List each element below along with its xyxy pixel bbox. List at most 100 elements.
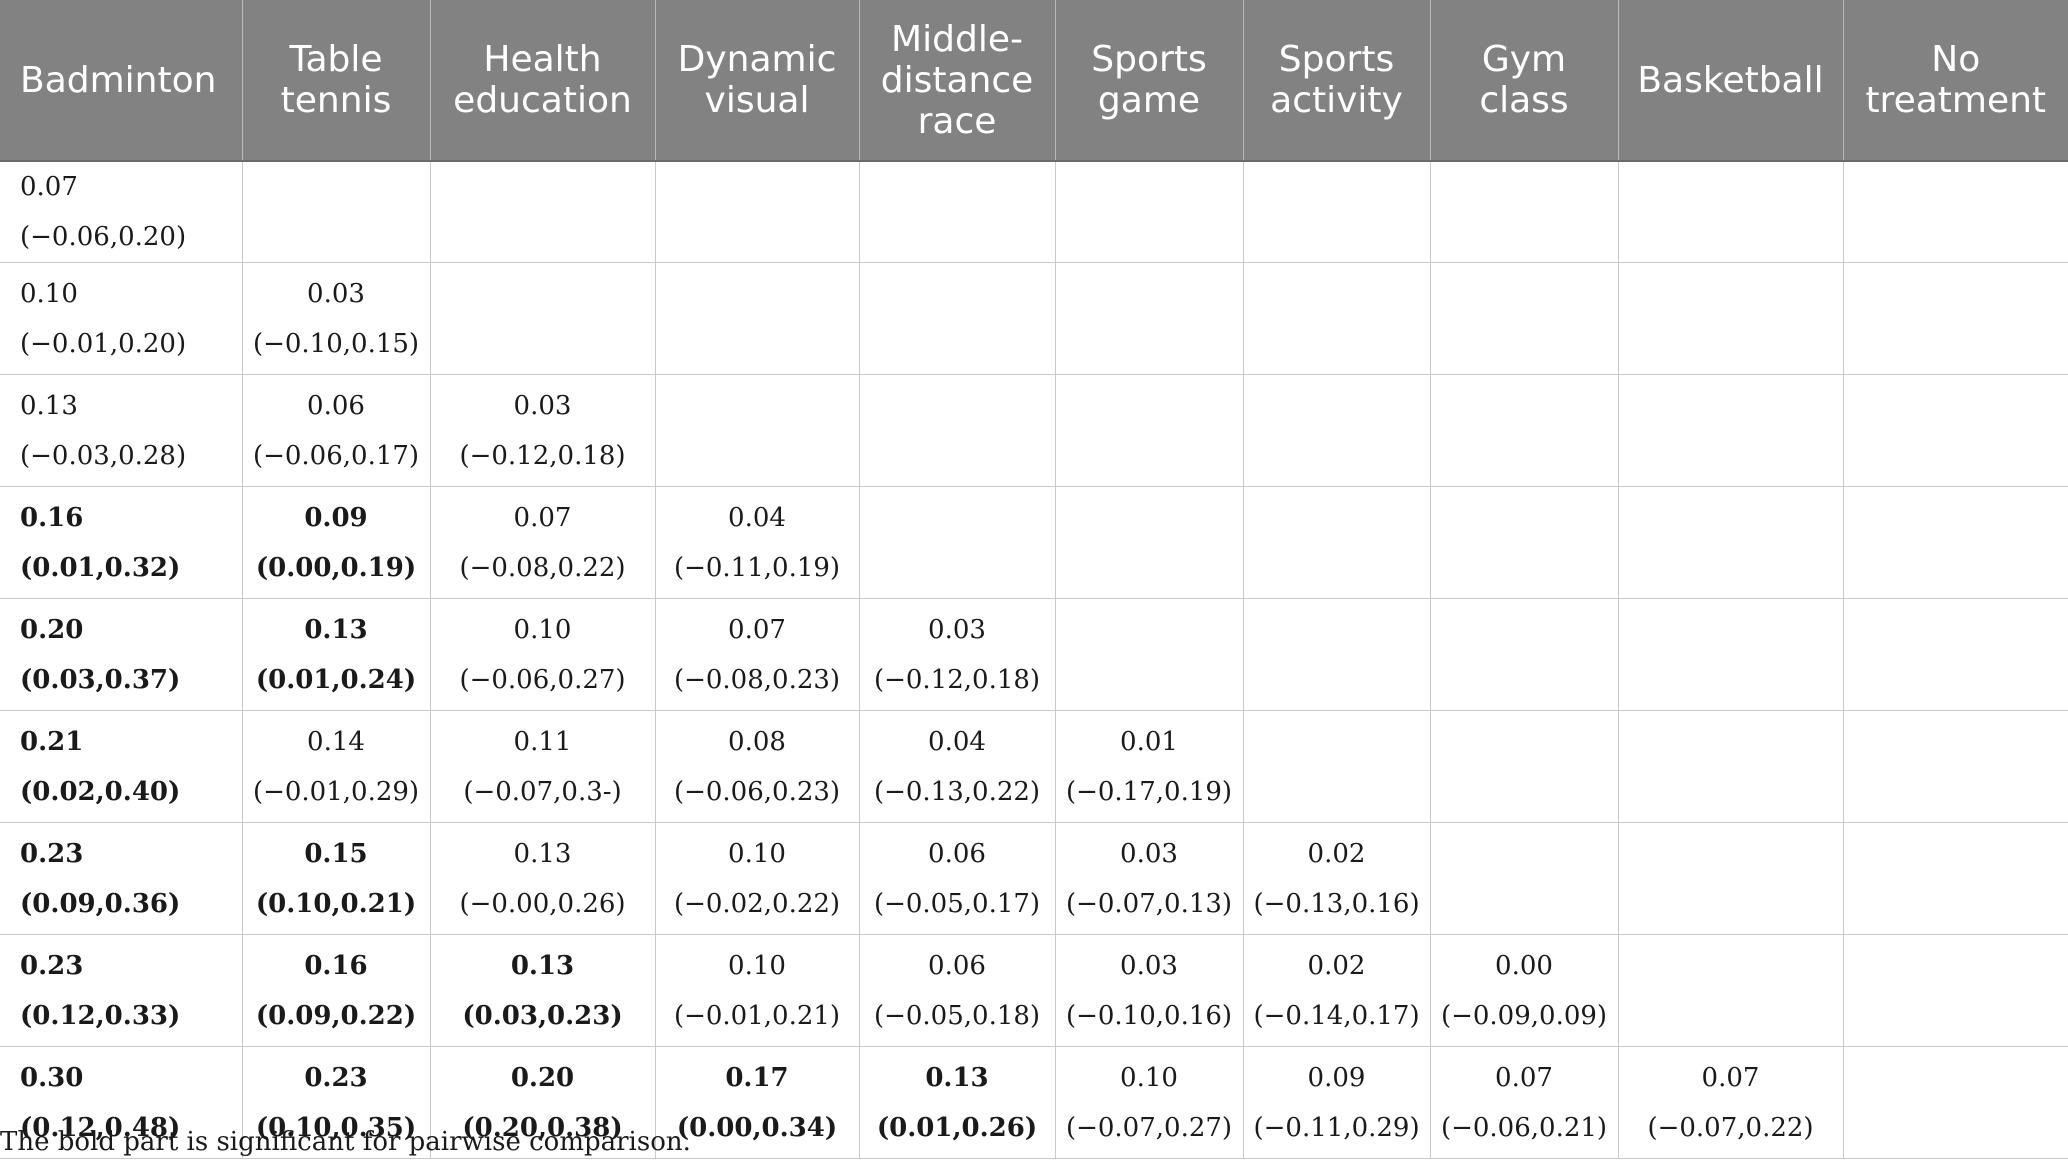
empty-cell [1430, 262, 1619, 375]
empty-cell [1843, 161, 2068, 263]
empty-cell [1430, 710, 1619, 823]
header-cell: No treatment [1843, 0, 2068, 162]
table-cell: 0.07 (−0.08,0.23) [655, 598, 860, 711]
table-cell: 0.13 (−0.00,0.26) [430, 822, 656, 935]
cell-value: 0.09 (0.00,0.19) [255, 502, 417, 583]
empty-cell [1243, 374, 1431, 487]
table-cell: 0.03 (−0.07,0.13) [1055, 822, 1244, 935]
table-cell: 0.10 (−0.07,0.27) [1055, 1046, 1244, 1159]
cell-value: 0.14 (−0.01,0.29) [252, 726, 420, 807]
cell-value: 0.20 (0.20,0.38) [462, 1062, 623, 1143]
table-cell: 0.20 (0.20,0.38) [430, 1046, 656, 1159]
table-row: 0.07 (−0.06,0.20) [0, 161, 2068, 263]
table-cell: 0.07 (−0.06,0.20) [0, 161, 243, 263]
header-cell: Dynamic visual [655, 0, 860, 162]
table-cell: 0.06 (−0.05,0.18) [859, 934, 1056, 1047]
header-cell: Table tennis [242, 0, 431, 162]
table-cell: 0.06 (−0.05,0.17) [859, 822, 1056, 935]
cell-value: 0.07 (−0.08,0.23) [673, 614, 841, 695]
table-cell: 0.09 (0.00,0.19) [242, 486, 431, 599]
cell-value: 0.04 (−0.13,0.22) [873, 726, 1041, 807]
empty-cell [1843, 598, 2068, 711]
table-cell: 0.21 (0.02,0.40) [0, 710, 243, 823]
cell-value: 0.10 (−0.07,0.27) [1065, 1062, 1233, 1143]
cell-value: 0.16 (0.01,0.32) [20, 502, 181, 583]
empty-cell [1843, 486, 2068, 599]
table-cell: 0.10 (−0.01,0.20) [0, 262, 243, 375]
empty-cell [1618, 934, 1844, 1047]
empty-cell [655, 262, 860, 375]
empty-cell [1843, 262, 2068, 375]
table-cell: 0.10 (−0.06,0.27) [430, 598, 656, 711]
table-footnote: The bold part is significant for pairwis… [0, 1127, 691, 1157]
empty-cell [859, 486, 1056, 599]
cell-value: 0.07 (−0.06,0.21) [1440, 1062, 1608, 1143]
empty-cell [859, 374, 1056, 487]
cell-value: 0.07 (−0.08,0.22) [459, 502, 626, 583]
table-header: Badminton Table tennis Health education … [0, 0, 2068, 162]
empty-cell [655, 374, 860, 487]
table-cell: 0.07 (−0.08,0.22) [430, 486, 656, 599]
cell-value: 0.13 (0.01,0.26) [876, 1062, 1038, 1143]
cell-value: 0.03 (−0.12,0.18) [873, 614, 1041, 695]
cell-value: 0.11 (−0.07,0.3-) [463, 726, 622, 807]
cell-value: 0.30 (0.12,0.48) [20, 1062, 181, 1143]
empty-cell [1243, 710, 1431, 823]
empty-cell [1843, 374, 2068, 487]
empty-cell [859, 161, 1056, 263]
table-cell: 0.14 (−0.01,0.29) [242, 710, 431, 823]
cell-value: 0.03 (−0.10,0.16) [1065, 950, 1233, 1031]
header-cell: Sports activity [1243, 0, 1431, 162]
empty-cell [1843, 822, 2068, 935]
table-cell: 0.07 (−0.06,0.21) [1430, 1046, 1619, 1159]
table-cell: 0.04 (−0.13,0.22) [859, 710, 1056, 823]
cell-value: 0.10 (−0.06,0.27) [459, 614, 626, 695]
cell-value: 0.13 (−0.00,0.26) [459, 838, 626, 919]
table-cell: 0.02 (−0.13,0.16) [1243, 822, 1431, 935]
empty-cell [1618, 598, 1844, 711]
cell-value: 0.04 (−0.11,0.19) [673, 502, 841, 583]
table-cell: 0.30 (0.12,0.48) [0, 1046, 243, 1159]
empty-cell [1618, 161, 1844, 263]
table-row: 0.20 (0.03,0.37) 0.13 (0.01,0.24) 0.10 (−0… [0, 598, 2068, 711]
cell-value: 0.06 (−0.05,0.18) [873, 950, 1041, 1031]
cell-value: 0.07 (−0.06,0.20) [20, 172, 187, 252]
empty-cell [1618, 486, 1844, 599]
empty-cell [1430, 486, 1619, 599]
table-cell: 0.10 (−0.02,0.22) [655, 822, 860, 935]
table-row: 0.21 (0.02,0.40) 0.14 (−0.01,0.29) 0.11 (−… [0, 710, 2068, 823]
header-cell: Badminton [0, 0, 243, 162]
empty-cell [1055, 598, 1244, 711]
table-cell: 0.23 (0.12,0.33) [0, 934, 243, 1047]
table-cell: 0.23 (0.09,0.36) [0, 822, 243, 935]
cell-value: 0.02 (−0.13,0.16) [1253, 838, 1420, 919]
header-cell: Health education [430, 0, 656, 162]
cell-value: 0.10 (−0.01,0.21) [673, 950, 841, 1031]
table-cell: 0.13 (−0.03,0.28) [0, 374, 243, 487]
table-cell: 0.03 (−0.12,0.18) [430, 374, 656, 487]
table-row: 0.10 (−0.01,0.20) 0.03 (−0.10,0.15) [0, 262, 2068, 375]
table-row: 0.16 (0.01,0.32) 0.09 (0.00,0.19) 0.07 (−0… [0, 486, 2068, 599]
cell-value: 0.23 (0.12,0.33) [20, 950, 181, 1031]
cell-value: 0.00 (−0.09,0.09) [1440, 950, 1608, 1031]
empty-cell [1243, 486, 1431, 599]
table-row: 0.23 (0.12,0.33) 0.16 (0.09,0.22) 0.13 (0.… [0, 934, 2068, 1047]
table-cell: 0.15 (0.10,0.21) [242, 822, 431, 935]
empty-cell [1430, 822, 1619, 935]
table-cell: 0.11 (−0.07,0.3-) [430, 710, 656, 823]
empty-cell [430, 161, 656, 263]
header-cell: Basketball [1618, 0, 1844, 162]
table-cell: 0.16 (0.09,0.22) [242, 934, 431, 1047]
cell-value: 0.17 (0.00,0.34) [676, 1062, 838, 1143]
table-cell: 0.08 (−0.06,0.23) [655, 710, 860, 823]
table-body: 0.07 (−0.06,0.20) 0.10 (−0.01,0.20) 0.03 (… [0, 161, 2068, 1159]
table-cell: 0.06 (−0.06,0.17) [242, 374, 431, 487]
table-cell: 0.10 (−0.01,0.21) [655, 934, 860, 1047]
empty-cell [1843, 934, 2068, 1047]
table-row: 0.13 (−0.03,0.28) 0.06 (−0.06,0.17) 0.03 (… [0, 374, 2068, 487]
table-cell: 0.13 (0.01,0.24) [242, 598, 431, 711]
cell-value: 0.01 (−0.17,0.19) [1065, 726, 1233, 807]
empty-cell [1243, 262, 1431, 375]
